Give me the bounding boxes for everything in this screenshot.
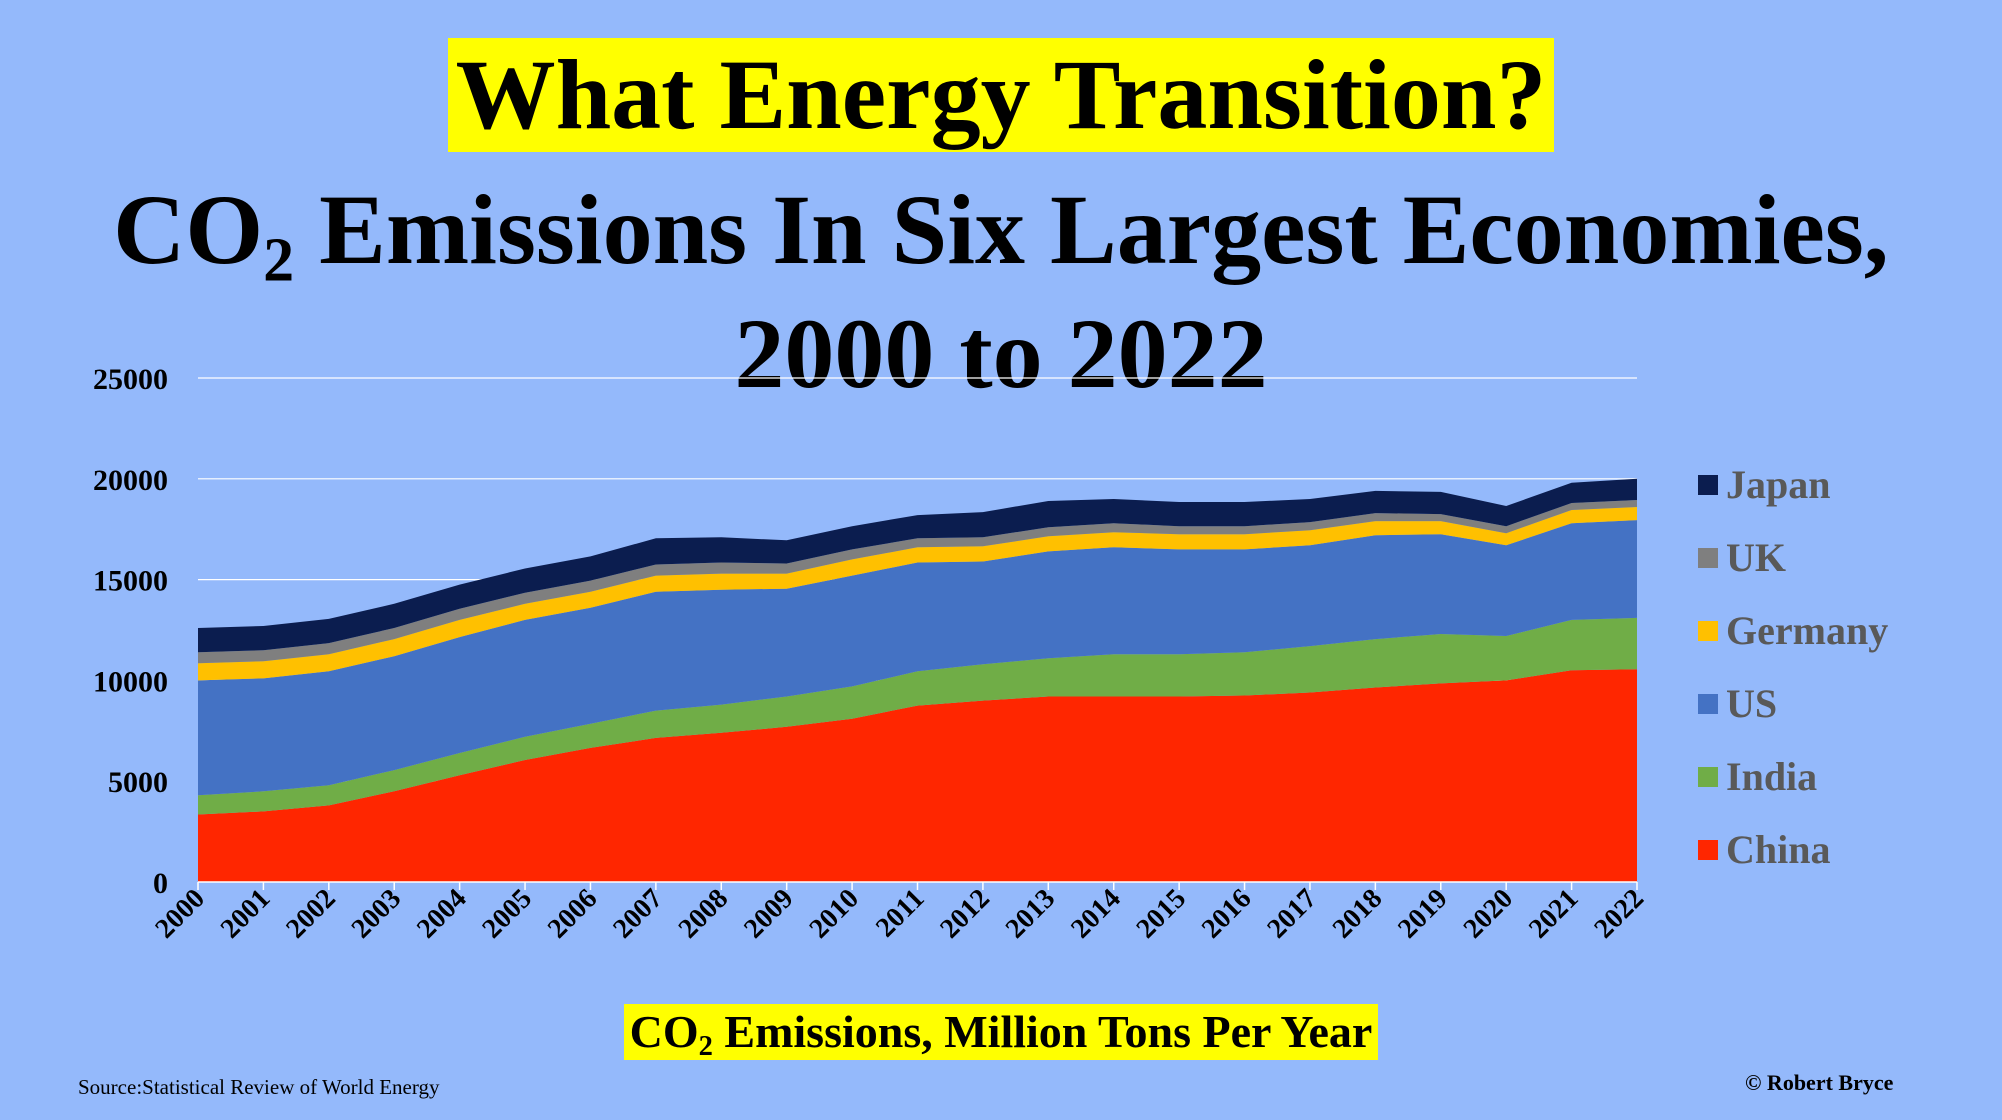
legend-item-us: US xyxy=(1698,667,1998,740)
legend-swatch-us xyxy=(1698,693,1718,714)
x-tick-label-2011: 2011 xyxy=(870,883,930,943)
legend-item-japan: Japan xyxy=(1698,448,1998,521)
subtitle-line2: 2000 to 2022 xyxy=(734,298,1268,409)
y-tick-label-0: 0 xyxy=(153,867,168,900)
legend: Japan UK Germany US India China xyxy=(1698,448,1998,886)
legend-label-us: US xyxy=(1726,681,1778,726)
x-tick-label-2014: 2014 xyxy=(1065,883,1127,945)
area-india xyxy=(198,617,1637,815)
x-caption-rest: Emissions, Million Tons Per Year xyxy=(712,1006,1373,1057)
x-tick-label-2019: 2019 xyxy=(1392,883,1454,945)
y-tick-label-10000: 10000 xyxy=(93,665,168,698)
x-caption-container: CO2 Emissions, Million Tons Per Year xyxy=(0,1004,2002,1062)
x-tick-label-2001: 2001 xyxy=(215,883,277,945)
area-series xyxy=(198,478,1637,882)
x-tick-label-2022: 2022 xyxy=(1588,883,1650,945)
legend-item-india: India xyxy=(1698,740,1998,813)
area-uk xyxy=(198,500,1637,664)
x-tick-label-2012: 2012 xyxy=(934,883,996,945)
x-tick-label-2008: 2008 xyxy=(673,883,735,945)
area-germany xyxy=(198,507,1637,681)
area-china xyxy=(198,669,1637,882)
x-caption-co: CO xyxy=(629,1006,699,1057)
legend-swatch-germany xyxy=(1698,620,1718,641)
x-tick-label-2007: 2007 xyxy=(607,883,669,945)
y-tick-label-20000: 20000 xyxy=(93,464,168,497)
legend-swatch-japan xyxy=(1698,474,1718,495)
area-us xyxy=(198,520,1637,796)
x-tick-label-2020: 2020 xyxy=(1458,883,1520,945)
x-tick-label-2021: 2021 xyxy=(1523,883,1585,945)
legend-label-uk: UK xyxy=(1726,535,1786,580)
x-axis-caption: CO2 Emissions, Million Tons Per Year xyxy=(623,1004,1379,1062)
legend-label-china: China xyxy=(1726,827,1831,872)
y-tick-label-5000: 5000 xyxy=(108,766,168,799)
x-tick-label-2016: 2016 xyxy=(1196,883,1258,945)
x-tick-label-2002: 2002 xyxy=(280,883,342,945)
legend-label-germany: Germany xyxy=(1726,608,1889,653)
title-container: What Energy Transition? xyxy=(0,38,2002,152)
subtitle-co: CO xyxy=(113,174,264,285)
subtitle-subscript: 2 xyxy=(263,226,295,295)
x-tick-label-2015: 2015 xyxy=(1131,883,1193,945)
subtitle-line1: Emissions In Six Largest Economies, xyxy=(294,174,1889,285)
chart-subtitle: CO2 Emissions In Six Largest Economies, … xyxy=(0,168,2002,416)
y-tick-label-25000: 25000 xyxy=(93,363,168,396)
x-tick-label-2010: 2010 xyxy=(804,883,866,945)
x-tick-label-2017: 2017 xyxy=(1261,883,1323,945)
x-tick-label-2003: 2003 xyxy=(346,883,408,945)
legend-item-uk: UK xyxy=(1698,521,1998,594)
x-tick-label-2009: 2009 xyxy=(738,883,800,945)
x-caption-subscript: 2 xyxy=(698,1030,713,1062)
source-note: Source:Statistical Review of World Energ… xyxy=(78,1075,440,1099)
copyright-note: © Robert Bryce xyxy=(1745,1070,1894,1095)
x-tick-label-2018: 2018 xyxy=(1327,883,1389,945)
x-tick-label-2013: 2013 xyxy=(1000,883,1062,945)
legend-label-japan: Japan xyxy=(1726,462,1831,507)
x-tick-label-2005: 2005 xyxy=(476,883,538,945)
chart-title: What Energy Transition? xyxy=(447,38,1555,152)
area-japan xyxy=(198,478,1637,653)
legend-swatch-india xyxy=(1698,766,1718,787)
legend-swatch-uk xyxy=(1698,547,1718,568)
legend-label-india: India xyxy=(1726,754,1818,799)
y-tick-label-15000: 15000 xyxy=(93,565,168,598)
legend-item-germany: Germany xyxy=(1698,594,1998,667)
x-tick-label-2006: 2006 xyxy=(542,883,604,945)
x-tick-label-2004: 2004 xyxy=(411,883,473,945)
legend-item-china: China xyxy=(1698,813,1998,886)
legend-swatch-china xyxy=(1698,839,1718,860)
